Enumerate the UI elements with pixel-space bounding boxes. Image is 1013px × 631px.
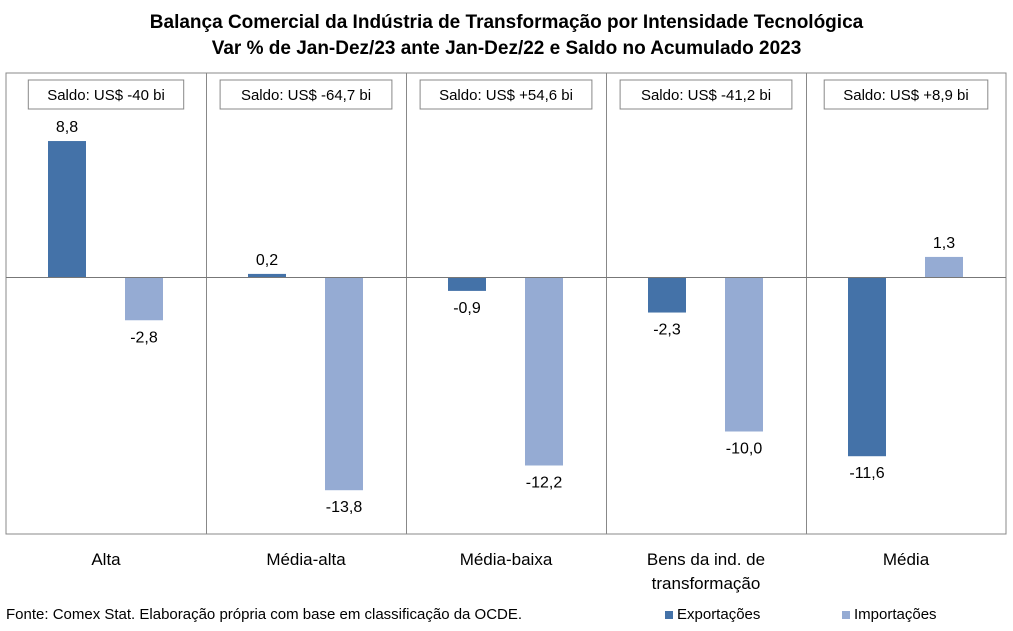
bar-exportacoes [448,277,486,291]
chart-subtitle: Var % de Jan-Dez/23 ante Jan-Dez/22 e Sa… [211,38,802,59]
bar-importacoes [725,277,763,432]
bar-importacoes [925,256,963,277]
plot-area-border [5,72,1007,535]
category-label: Bens da ind. de [647,550,765,569]
category-label: Média-baixa [460,550,553,569]
bar-exportacoes [648,277,686,313]
saldo-label: Saldo: US$ +54,6 bi [439,87,573,104]
data-label: -2,3 [653,322,681,339]
data-label: -0,9 [453,300,481,317]
saldo-label: Saldo: US$ -64,7 bi [241,87,371,104]
bar-exportacoes [848,277,886,457]
saldo-box [219,79,393,110]
legend-item-exportacoes: Exportações [665,606,760,623]
legend-swatch-exportacoes [665,610,673,619]
saldo-box [419,79,593,110]
data-label: 1,3 [933,235,955,252]
legend-label-importacoes: Importações [854,606,937,623]
category-label: Alta [91,550,121,569]
legend-item-importacoes: Importações [842,606,937,623]
legend-swatch-importacoes [842,610,850,619]
chart-title: Balança Comercial da Indústria de Transf… [149,12,864,33]
bar-importacoes [325,277,363,491]
data-label: -12,2 [526,474,563,491]
saldo-label: Saldo: US$ -40 bi [47,87,165,104]
bar-exportacoes [248,273,286,277]
bar-importacoes [125,277,163,321]
data-label: -13,8 [326,499,363,516]
saldo-label: Saldo: US$ -41,2 bi [641,87,771,104]
source-note: Fonte: Comex Stat. Elaboração própria co… [6,606,523,623]
data-label: -11,6 [849,465,884,482]
saldo-box [27,79,185,110]
data-label: -2,8 [130,329,158,346]
saldo-box [823,79,989,110]
saldo-box [619,79,793,110]
saldo-label: Saldo: US$ +8,9 bi [843,87,969,104]
data-label: -10,0 [726,441,763,458]
bar-exportacoes [48,141,86,277]
category-label: Média [883,550,930,569]
legend-label-exportacoes: Exportações [677,606,761,623]
data-label: 8,8 [56,119,78,136]
bar-importacoes [525,277,563,466]
category-label: transformação [652,574,761,593]
category-label: Média-alta [266,550,346,569]
data-label: 0,2 [256,252,278,269]
